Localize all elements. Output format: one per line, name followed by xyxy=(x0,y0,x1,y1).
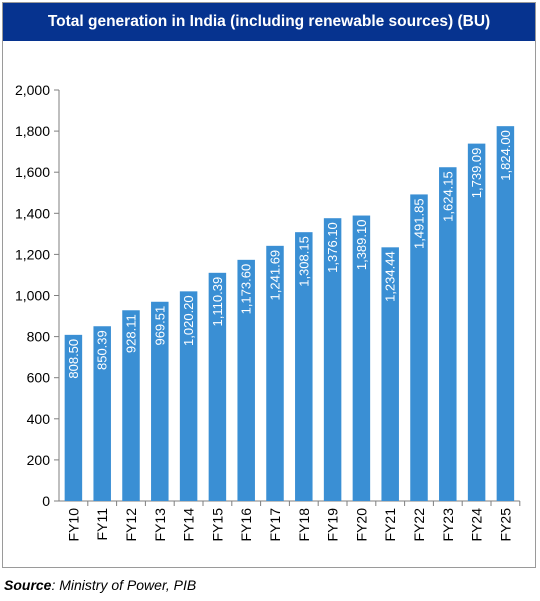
bar-value-label: 1,110.39 xyxy=(210,277,225,327)
bar-value-label: 1,491.85 xyxy=(412,198,427,249)
chart-title: Total generation in India (including ren… xyxy=(3,3,535,41)
y-tick-label: 800 xyxy=(27,329,51,345)
x-tick-label: FY12 xyxy=(123,508,139,542)
bar xyxy=(93,326,111,501)
bar xyxy=(381,247,399,501)
bar-value-label: 1,376.10 xyxy=(325,222,340,273)
bar xyxy=(410,194,428,502)
x-tick-label: FY14 xyxy=(181,508,197,542)
bar-value-label: 1,241.69 xyxy=(268,250,283,301)
x-tick-label: FY17 xyxy=(267,508,283,542)
bar xyxy=(179,291,198,501)
bar xyxy=(323,218,342,501)
y-tick-label: 600 xyxy=(27,370,51,386)
x-tick-label: FY10 xyxy=(65,508,81,542)
x-tick-label: FY13 xyxy=(152,508,168,542)
bar xyxy=(352,215,371,501)
bar-value-label: 1,308.15 xyxy=(296,236,311,287)
x-tick-label: FY16 xyxy=(238,508,254,542)
bar xyxy=(496,126,515,501)
x-tick-label: FY25 xyxy=(497,508,513,542)
y-tick-label: 1,000 xyxy=(15,288,50,304)
y-tick-label: 1,800 xyxy=(15,123,50,139)
x-tick-label: FY20 xyxy=(353,508,369,542)
bar-value-label: 928.11 xyxy=(124,314,139,353)
bar xyxy=(64,334,83,501)
x-tick-label: FY21 xyxy=(382,508,398,542)
chart-plot: 0 200 400 600 800 1,000 1,200 1,400 1,600 1,800 2,… xyxy=(15,82,521,542)
bar xyxy=(295,232,313,501)
source-text: : Ministry of Power, PIB xyxy=(51,577,197,593)
x-tick-label: FY11 xyxy=(94,508,110,541)
bar xyxy=(237,259,255,501)
bar xyxy=(122,310,140,501)
bar-value-label: 1,824.00 xyxy=(498,130,513,181)
x-tick-label: FY24 xyxy=(469,508,485,542)
bar-value-label: 808.50 xyxy=(66,339,81,379)
y-tick-label: 1,400 xyxy=(15,205,50,221)
y-tick-label: 0 xyxy=(42,493,50,509)
y-tick-label: 200 xyxy=(27,452,51,468)
bar-value-label: 969.51 xyxy=(152,306,167,346)
y-tick-label: 2,000 xyxy=(15,82,50,98)
bar xyxy=(151,301,169,501)
chart-frame: Total generation in India (including ren… xyxy=(2,2,536,568)
bar xyxy=(467,143,486,501)
source-note: Source: Ministry of Power, PIB xyxy=(4,577,196,593)
y-tick-label: 1,200 xyxy=(15,246,50,262)
bar-value-label: 1,389.10 xyxy=(354,220,369,271)
y-tick-label: 1,600 xyxy=(15,164,50,180)
x-tick-label: FY22 xyxy=(411,508,427,542)
bar-value-label: 1,020.20 xyxy=(181,295,196,346)
y-tick-label: 400 xyxy=(27,411,51,427)
bar-value-label: 1,624.15 xyxy=(440,171,455,222)
bar-value-label: 1,234.44 xyxy=(383,251,398,302)
x-tick-label: FY18 xyxy=(296,508,312,542)
x-tick-label: FY23 xyxy=(440,508,456,542)
bar-value-label: 1,739.09 xyxy=(469,148,484,199)
source-label: Source xyxy=(4,577,52,593)
x-tick-label: FY15 xyxy=(209,508,225,542)
bar xyxy=(439,167,457,501)
bar xyxy=(208,272,227,501)
bar xyxy=(266,245,284,501)
bar-value-label: 850.39 xyxy=(95,330,110,370)
bar-value-label: 1,173.60 xyxy=(239,264,254,315)
x-tick-label: FY19 xyxy=(325,508,341,542)
